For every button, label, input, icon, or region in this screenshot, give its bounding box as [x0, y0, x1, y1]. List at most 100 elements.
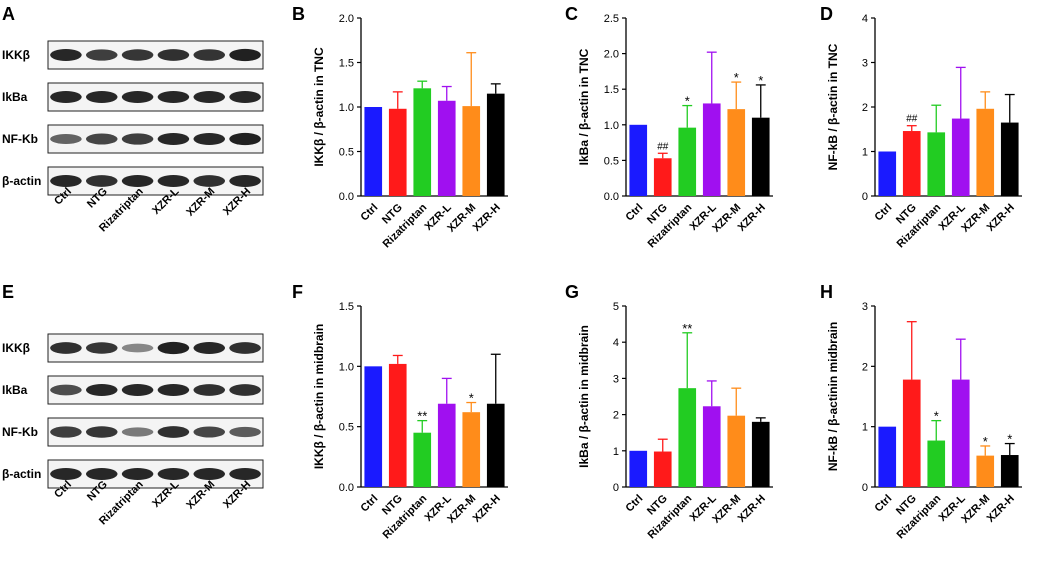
bar	[413, 88, 432, 196]
y-tick-label: 0.0	[339, 482, 354, 494]
blot-band	[50, 384, 82, 396]
bar	[927, 440, 946, 487]
y-tick-label: 3	[862, 58, 868, 70]
blot-band	[121, 343, 154, 353]
blot-band	[193, 468, 226, 480]
blot-band	[157, 384, 190, 396]
y-tick-label: 1	[862, 147, 868, 159]
y-axis-label: IKKβ / β-actin in midbrain	[312, 324, 326, 469]
y-tick-label: 2.0	[339, 13, 354, 25]
blot-band	[157, 341, 190, 355]
y-tick-label: 0.0	[339, 191, 354, 203]
y-tick-label: 4	[862, 13, 868, 25]
panel-letter: B	[292, 4, 305, 24]
bar	[927, 132, 946, 196]
bar	[653, 451, 672, 487]
panel-letter: G	[565, 282, 579, 302]
y-axis-label: IkBa / β-actin in TNC	[577, 48, 591, 165]
blot-band	[229, 426, 261, 438]
blot-band	[85, 426, 118, 438]
blot-band	[121, 49, 154, 61]
blot-band	[193, 342, 226, 354]
blot-strip	[47, 417, 264, 447]
significance-label: ##	[657, 141, 669, 152]
bar	[364, 366, 383, 487]
blot-band	[229, 468, 261, 480]
blot-band	[193, 49, 226, 61]
y-tick-label: 0.5	[604, 155, 619, 167]
significance-label: **	[682, 321, 692, 336]
bar	[1000, 122, 1019, 196]
y-axis-label: NF-kB / β-actin in TNC	[826, 43, 840, 170]
y-tick-label: 0	[862, 482, 868, 494]
bar	[678, 388, 697, 487]
bar	[678, 127, 697, 196]
y-tick-label: 0.5	[339, 147, 354, 159]
blot-band	[121, 427, 154, 437]
blot-band	[157, 175, 190, 187]
x-category-label: Ctrl	[358, 202, 380, 224]
blot-band	[121, 91, 154, 103]
panel-letter: H	[820, 282, 833, 302]
bar	[462, 412, 481, 487]
significance-label: **	[417, 409, 427, 424]
panel-letter: D	[820, 4, 833, 24]
bar	[902, 131, 921, 196]
y-tick-label: 1	[862, 422, 868, 434]
bar	[702, 103, 721, 196]
y-tick-label: 2	[862, 102, 868, 114]
bar	[878, 151, 897, 196]
blot-strip	[47, 124, 264, 154]
blot-band	[85, 384, 118, 396]
y-tick-label: 1.0	[604, 120, 619, 132]
blot-row-label: IkBa	[2, 383, 28, 397]
bar	[629, 450, 648, 487]
x-category-label: XZR-H	[471, 493, 503, 525]
significance-label: *	[1007, 432, 1012, 447]
bar	[486, 403, 505, 487]
y-tick-label: 4	[613, 337, 619, 349]
bar	[976, 455, 995, 487]
blot-band	[85, 468, 118, 480]
bar	[976, 108, 995, 196]
y-tick-label: 2	[862, 361, 868, 373]
blot-strip	[47, 333, 264, 363]
blot-band	[193, 426, 226, 438]
blot-row-label: β-actin	[2, 467, 41, 481]
blot-band	[193, 175, 226, 187]
y-tick-label: 0	[862, 191, 868, 203]
significance-label: *	[934, 409, 939, 424]
y-tick-label: 2	[613, 410, 619, 422]
blot-band	[121, 133, 154, 145]
x-category-label: Ctrl	[358, 493, 380, 515]
y-tick-label: 1.5	[339, 58, 354, 70]
bar	[1000, 455, 1019, 487]
blot-band	[157, 426, 190, 438]
blot-band	[50, 175, 82, 187]
y-tick-label: 1.5	[339, 301, 354, 313]
y-axis-label: NF-kB / β-actinin midbrain	[826, 322, 840, 471]
blot-band	[193, 384, 226, 396]
bar-chart-c: C 0.0 0.5 1.0 1.5 2.0 2.5 IkBa / β-actin in TNC…	[565, 4, 773, 250]
y-tick-label: 1.5	[604, 84, 619, 96]
blot-band	[157, 49, 190, 61]
x-category-label: Ctrl	[872, 202, 894, 224]
panel-letter: C	[565, 4, 578, 24]
blot-row-label: NF-Kb	[2, 425, 38, 439]
blot-band	[50, 49, 82, 61]
bar	[751, 421, 770, 487]
blot-band	[50, 426, 82, 438]
bar	[437, 403, 456, 487]
bar	[462, 106, 481, 196]
bar	[727, 415, 746, 487]
bar	[413, 432, 432, 487]
bar	[878, 426, 897, 487]
blot-band	[229, 91, 261, 103]
significance-label: *	[469, 391, 474, 406]
y-tick-label: 3	[613, 373, 619, 385]
blot-band	[50, 342, 82, 354]
significance-label: *	[983, 434, 988, 449]
